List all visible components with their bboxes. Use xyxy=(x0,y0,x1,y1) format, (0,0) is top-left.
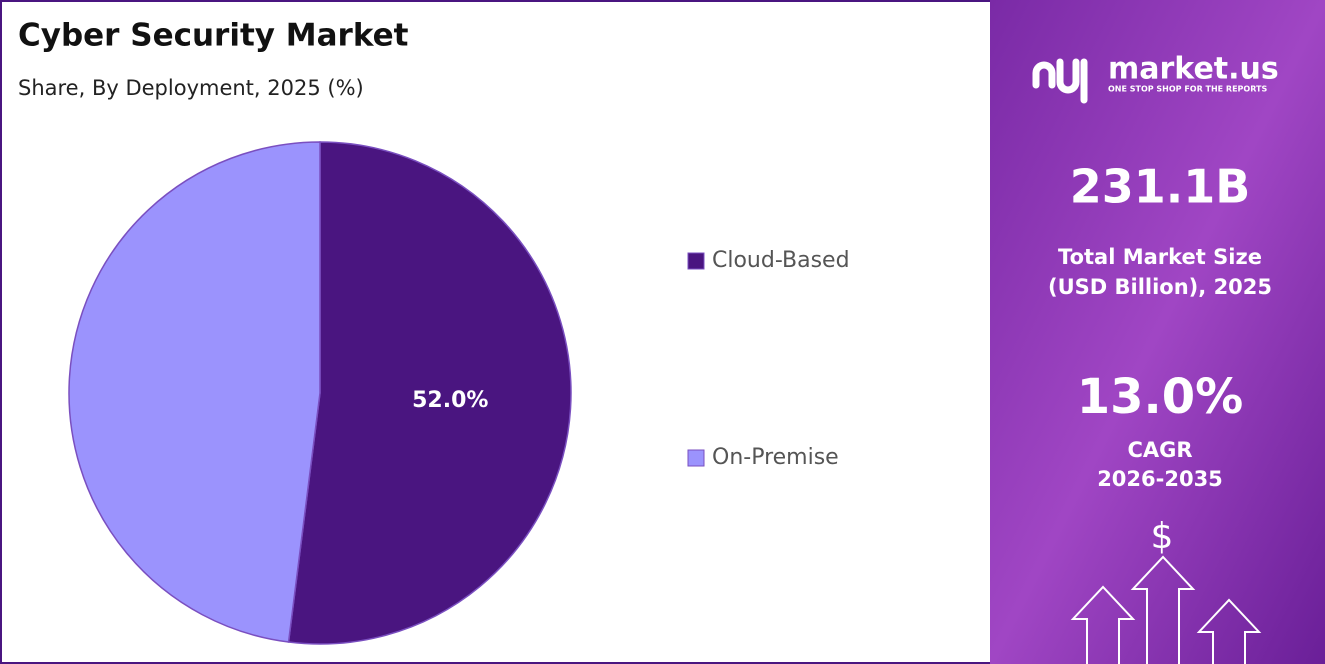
side-panel xyxy=(990,0,1325,664)
legend-swatch xyxy=(687,449,705,467)
chart-title: Cyber Security Market xyxy=(18,18,409,54)
legend-label: On-Premise xyxy=(712,445,839,470)
market-size-label: (USD Billion), 2025 xyxy=(1048,275,1272,299)
legend-swatch xyxy=(687,252,705,270)
pie-slice xyxy=(68,141,321,643)
logo: market.us ONE STOP SHOP FOR THE REPORTS xyxy=(1032,52,1279,104)
logo-tagline: ONE STOP SHOP FOR THE REPORTS xyxy=(1108,85,1267,94)
market-size-label: Total Market Size xyxy=(1058,245,1262,269)
data-label: 52.0% xyxy=(412,388,488,413)
cagr: 13.0% xyxy=(1077,369,1244,425)
arrows-icon xyxy=(1070,555,1262,664)
cagr-label: 2026-2035 xyxy=(1097,467,1223,491)
currency-icon: $ xyxy=(1151,516,1174,557)
market-size: 231.1B xyxy=(1070,160,1251,214)
legend-label: Cloud-Based xyxy=(712,248,850,273)
pie-slice xyxy=(287,141,572,645)
cagr-label: CAGR xyxy=(1127,438,1192,462)
logo-icon xyxy=(1032,58,1088,104)
chart-subtitle: Share, By Deployment, 2025 (%) xyxy=(18,76,364,100)
logo-text: market.us xyxy=(1108,52,1279,87)
